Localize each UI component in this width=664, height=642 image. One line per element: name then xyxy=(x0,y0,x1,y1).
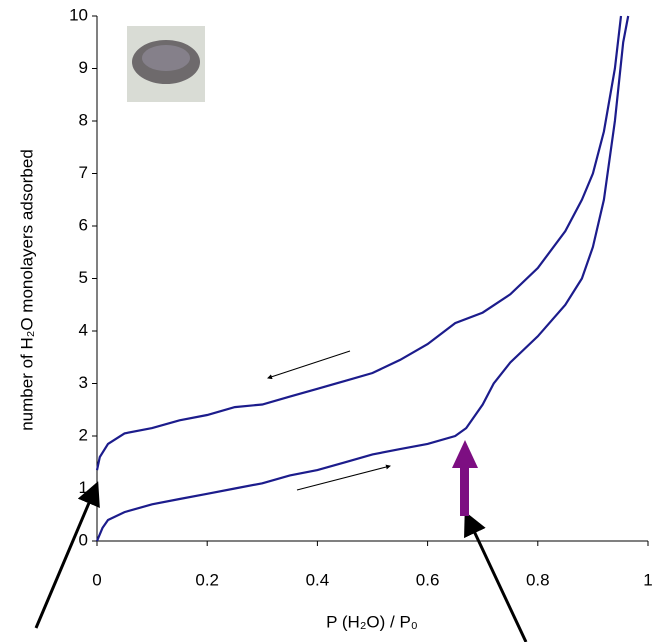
y-tick-label: 5 xyxy=(79,268,88,287)
y-tick-label: 6 xyxy=(79,215,88,234)
y-tick-label: 0 xyxy=(79,530,88,549)
y-tick-label: 2 xyxy=(79,425,88,444)
photo xyxy=(127,26,205,102)
x-tick-label: 0.2 xyxy=(195,570,219,589)
arrow xyxy=(34,481,100,629)
x-tick-label: 0 xyxy=(92,570,101,589)
y-tick-label: 9 xyxy=(79,58,88,77)
y-tick-label: 8 xyxy=(79,110,88,129)
arrow xyxy=(464,511,528,642)
y-tick-label: 3 xyxy=(79,373,88,392)
y-tick-label: 7 xyxy=(79,163,88,182)
plot-area: 0 1 2 3 4 5 6 7 8 9 10 0 0.2 0.4 0.6 0.8 1 xyxy=(69,5,653,589)
x-tick-label: 1 xyxy=(643,570,652,589)
purple-arrow xyxy=(460,466,469,516)
isotherm-line xyxy=(95,15,630,542)
x-tick-label: 0.4 xyxy=(306,570,330,589)
x-axis-label: P (H₂O) / P₀ xyxy=(326,612,418,631)
y-tick-label: 10 xyxy=(69,5,88,24)
arrow xyxy=(267,350,351,380)
x-tick-label: 0.8 xyxy=(526,570,550,589)
arrow xyxy=(296,464,391,491)
x-tick-label: 0.6 xyxy=(416,570,440,589)
isotherm-line xyxy=(95,15,623,471)
purple-arrow-head xyxy=(452,440,478,468)
y-tick-label: 4 xyxy=(79,320,88,339)
y-tick-label: 1 xyxy=(79,478,88,497)
y-axis-label: number of H₂O monolayers adsorbed xyxy=(17,149,36,431)
